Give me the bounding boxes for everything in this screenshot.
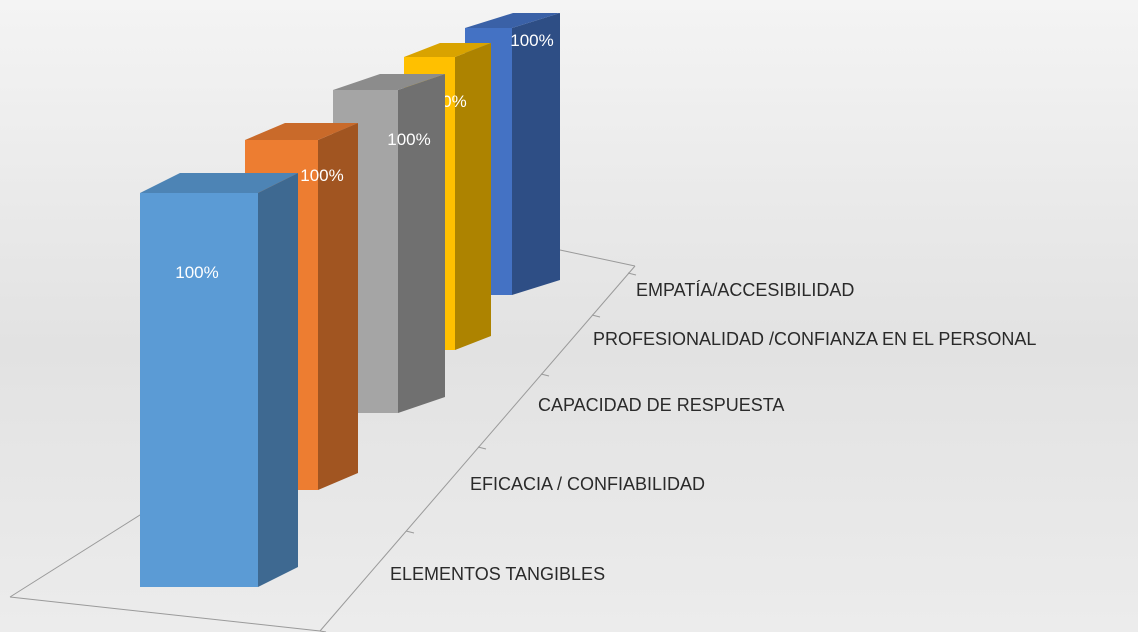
value-label: 100%: [387, 130, 430, 149]
bar-top: [404, 43, 491, 57]
value-label: 100%: [510, 31, 553, 50]
category-label: EFICACIA / CONFIABILIDAD: [470, 474, 705, 494]
category-labels: ELEMENTOS TANGIBLES EFICACIA / CONFIABILI…: [390, 280, 1036, 584]
bar-side: [258, 173, 298, 587]
value-label: 100%: [175, 263, 218, 282]
bar-top: [465, 13, 560, 28]
bar-top: [333, 74, 445, 90]
category-label: CAPACIDAD DE RESPUESTA: [538, 395, 784, 415]
bar-side: [512, 13, 560, 295]
category-label: ELEMENTOS TANGIBLES: [390, 564, 605, 584]
category-label: PROFESIONALIDAD /CONFIANZA EN EL PERSONA…: [593, 329, 1036, 349]
bars: 100%100%100%100%100%: [140, 13, 560, 587]
bar-top: [140, 173, 298, 193]
bar-side: [455, 43, 491, 350]
bar-side: [398, 74, 445, 413]
bar: [140, 193, 258, 587]
bar-top: [245, 123, 358, 140]
category-label: EMPATÍA/ACCESIBILIDAD: [636, 280, 854, 300]
bar-side: [318, 123, 358, 490]
value-label: 100%: [300, 166, 343, 185]
